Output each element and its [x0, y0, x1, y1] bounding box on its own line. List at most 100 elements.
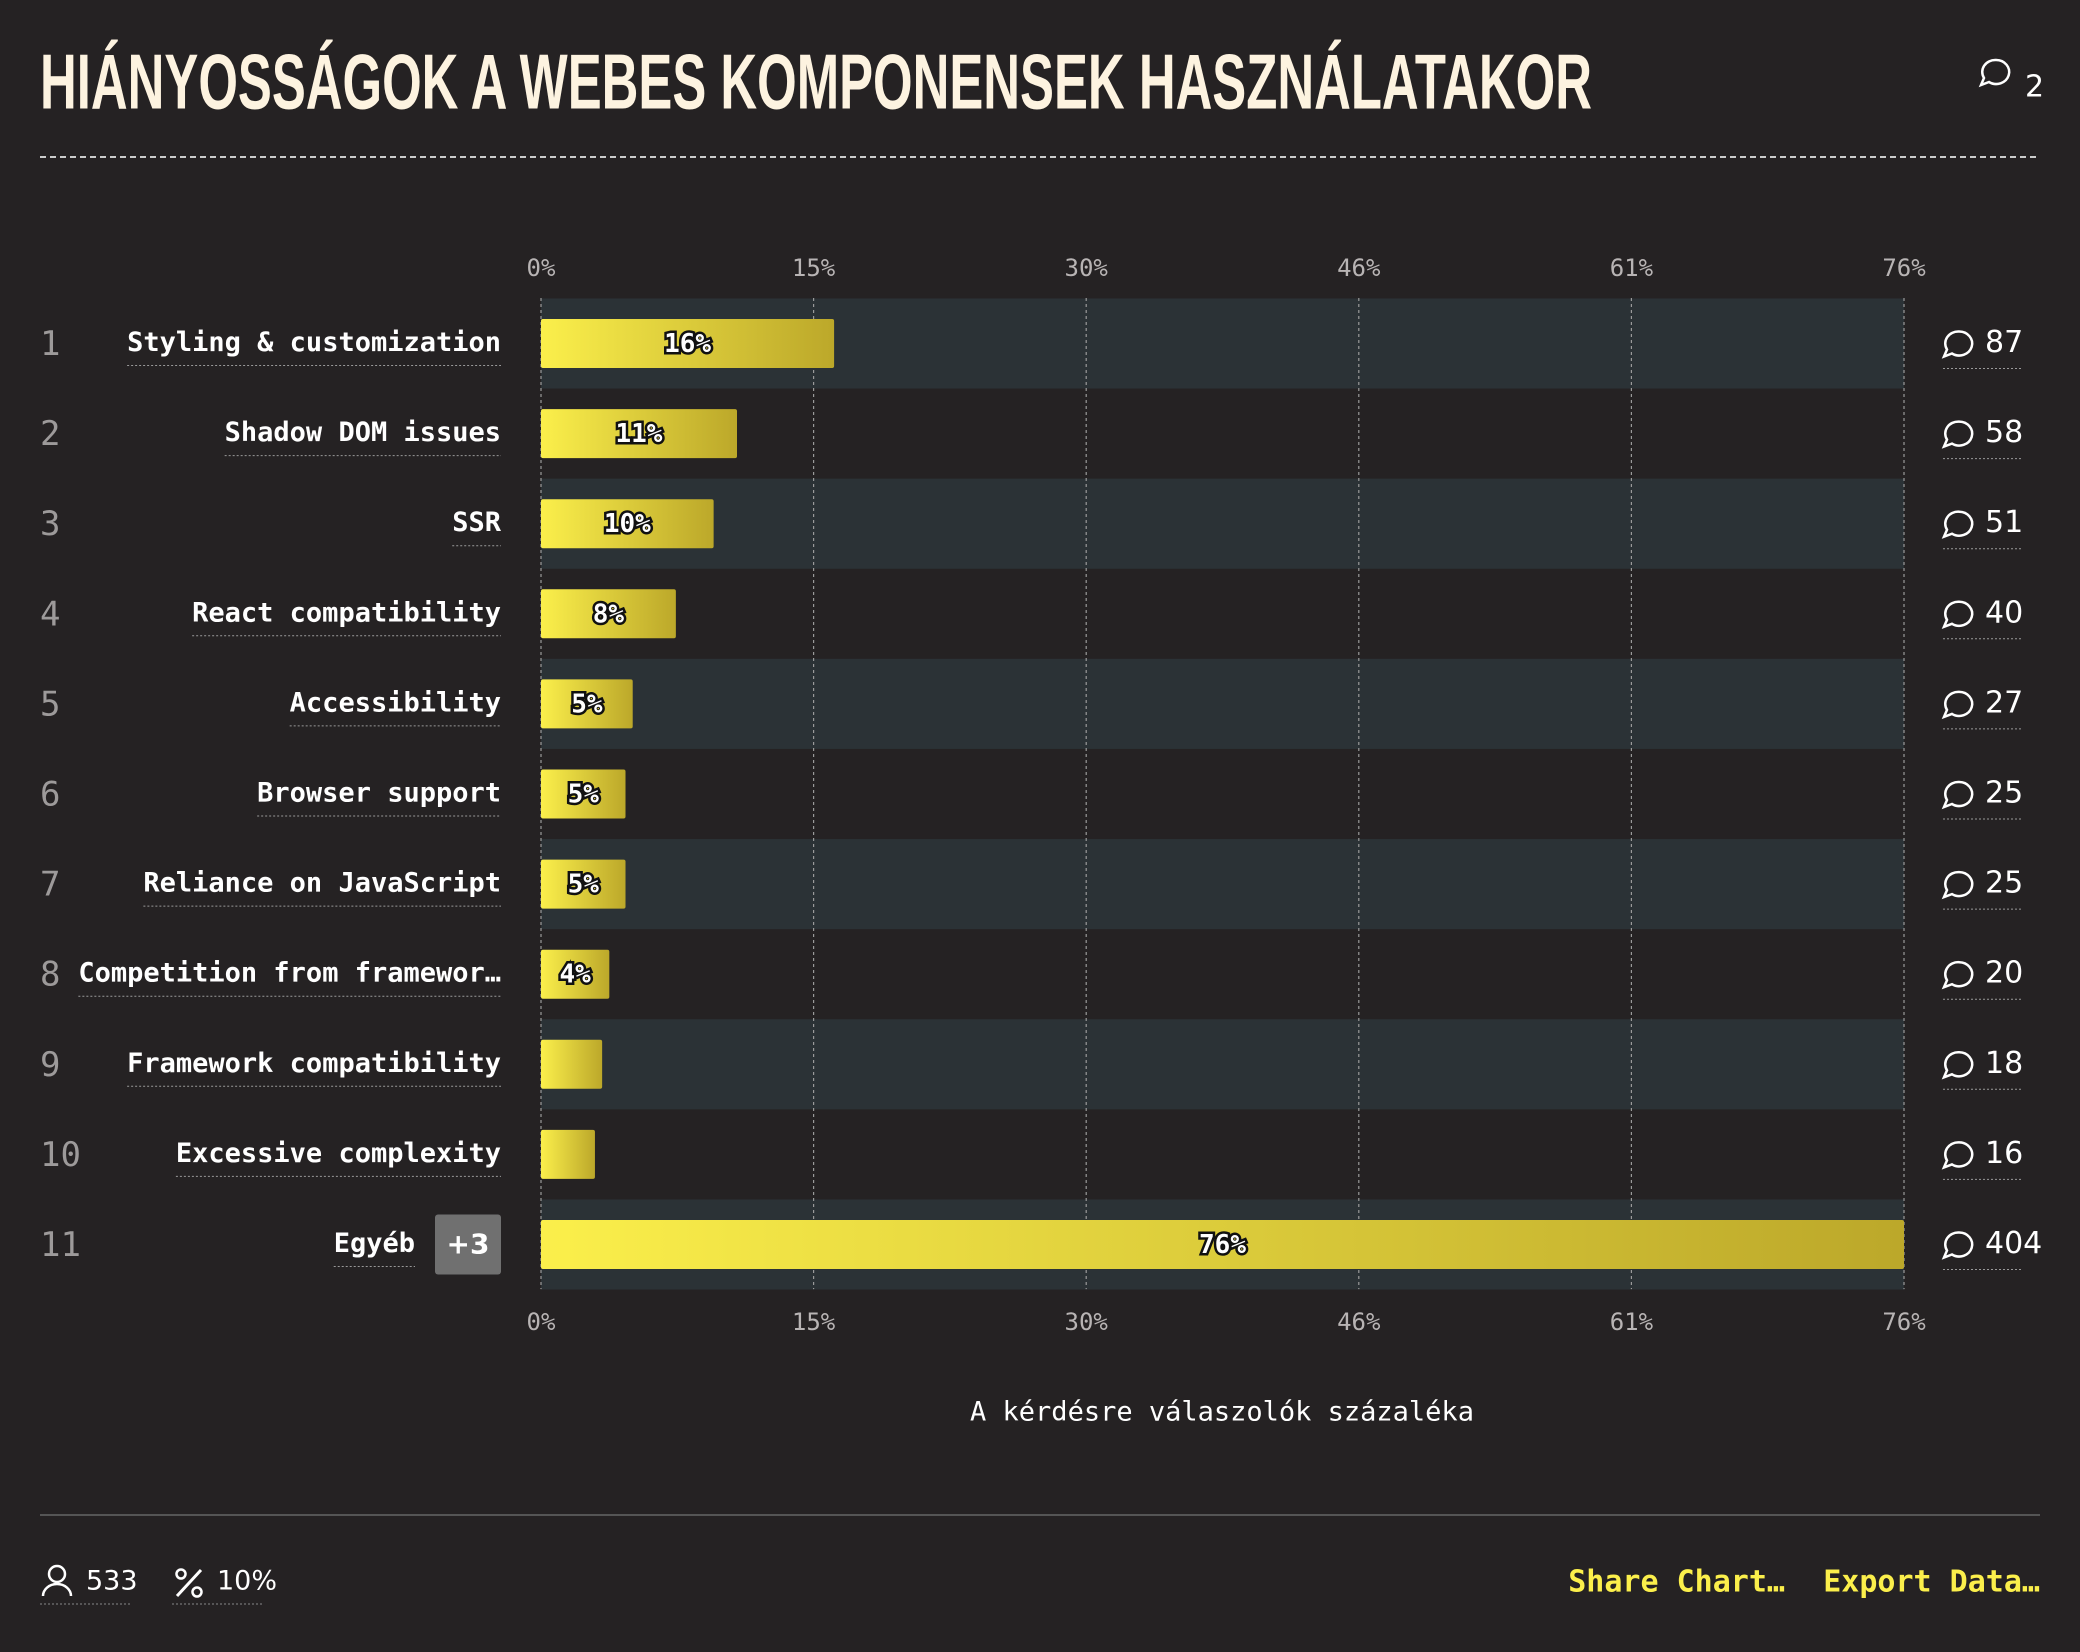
comment-icon: [1941, 420, 1974, 449]
user-icon: [41, 1564, 73, 1597]
category-label[interactable]: Reliance on JavaScript: [143, 868, 501, 899]
bar: [541, 589, 676, 639]
rank: 11: [40, 1225, 81, 1265]
category-label[interactable]: Browser support: [257, 778, 501, 809]
respondents: 533: [86, 1566, 138, 1597]
comment-bubble: [1941, 420, 1974, 449]
comment-count[interactable]: 51: [1985, 505, 2023, 540]
bar: [541, 859, 626, 909]
bar: [541, 1220, 1904, 1269]
value-label: 10%: [604, 509, 651, 539]
comment-count[interactable]: 27: [1985, 685, 2023, 720]
comment-count[interactable]: 20: [1985, 956, 2023, 991]
rank: 10: [40, 1135, 81, 1175]
x-tick-label: 30%: [1065, 1308, 1109, 1336]
comment-count[interactable]: 87: [1985, 325, 2023, 360]
comment-count[interactable]: 40: [1985, 595, 2023, 630]
comment-icon: [1941, 330, 1974, 359]
bar: [541, 499, 714, 549]
completion: 10%: [217, 1566, 277, 1597]
comment-bubble: [1941, 1141, 1974, 1170]
comment-count[interactable]: 18: [1985, 1046, 2023, 1081]
x-tick-label: 0%: [527, 1308, 556, 1336]
chart-title: HIÁNYOSSÁGOK A WEBES KOMPONENSEK HASZNÁL…: [40, 38, 1592, 126]
value-label: 76%: [1199, 1230, 1246, 1260]
row-band: [541, 658, 1904, 749]
bar: [541, 409, 737, 459]
comment-bubble: [1941, 1051, 1974, 1080]
comment-bubble: [1941, 510, 1974, 539]
category-label[interactable]: Competition from framewor…: [78, 958, 501, 989]
category-label[interactable]: React compatibility: [192, 597, 501, 628]
value-label: 4%: [560, 960, 592, 990]
row-band: [541, 1019, 1904, 1110]
value-label: 8%: [593, 599, 625, 629]
percent-icon: [175, 1568, 203, 1598]
comment-icon: [1941, 1051, 1974, 1080]
comment-icon: [1941, 780, 1974, 810]
bar: [541, 1039, 603, 1089]
rank: 4: [40, 594, 60, 634]
comment-icon: [1941, 600, 1974, 629]
category-label[interactable]: Excessive complexity: [176, 1138, 501, 1169]
comment-icon: [1978, 58, 2011, 88]
bar: [541, 679, 633, 729]
bar: [541, 319, 835, 368]
title-comments[interactable]: 2: [2025, 70, 2044, 105]
comment-icon: [1941, 870, 1974, 900]
category-label[interactable]: SSR: [452, 507, 502, 538]
comment-count[interactable]: 25: [1985, 866, 2023, 901]
share-button[interactable]: Share Chart…: [1568, 1565, 1785, 1600]
x-tick-label: 15%: [792, 1308, 836, 1336]
x-tick-label: 46%: [1337, 254, 1381, 282]
category-label[interactable]: Egyéb: [334, 1228, 415, 1259]
comment-count[interactable]: 58: [1985, 415, 2023, 450]
comment-icon: [1941, 690, 1974, 720]
rank: 6: [40, 775, 60, 815]
category-label[interactable]: Accessibility: [290, 687, 501, 718]
comment-bubble: [1941, 600, 1974, 629]
x-tick-label: 76%: [1882, 254, 1926, 282]
bar: [541, 1129, 595, 1179]
comment-count[interactable]: 25: [1985, 776, 2023, 811]
comment-count[interactable]: 404: [1985, 1226, 2042, 1261]
comment-bubble: [1941, 960, 1974, 990]
x-axis-label: A kérdésre válaszolók százaléka: [970, 1397, 1474, 1428]
row-band: [541, 478, 1904, 569]
category-label[interactable]: Framework compatibility: [127, 1048, 501, 1079]
rank: 3: [40, 504, 60, 544]
comment-bubble: [1941, 1231, 1974, 1260]
other-badge[interactable]: [435, 1214, 501, 1275]
other-badge-label[interactable]: +3: [447, 1228, 490, 1261]
rank: 1: [40, 324, 60, 364]
rank: 7: [40, 865, 60, 905]
x-tick-label: 61%: [1610, 254, 1654, 282]
comment-icon: [1941, 1231, 1974, 1260]
comment-count[interactable]: 16: [1985, 1136, 2023, 1171]
row-band: [541, 839, 1904, 930]
comment-bubble: [1941, 690, 1974, 720]
value-label: 5%: [571, 689, 603, 719]
category-label[interactable]: Shadow DOM issues: [225, 417, 501, 448]
export-button[interactable]: Export Data…: [1823, 1565, 2040, 1600]
comment-bubble: [1941, 780, 1974, 810]
comment-bubble: [1941, 330, 1974, 359]
value-label: 5%: [568, 870, 600, 900]
rank: 9: [40, 1045, 60, 1085]
x-tick-label: 46%: [1337, 1308, 1381, 1336]
value-label: 5%: [568, 780, 600, 810]
x-tick-label: 15%: [792, 254, 836, 282]
comment-icon: [1941, 1141, 1974, 1170]
x-tick-label: 76%: [1882, 1308, 1926, 1336]
x-tick-label: 0%: [527, 254, 556, 282]
value-label: 16%: [664, 329, 711, 359]
rank: 2: [40, 414, 60, 454]
rank: 8: [40, 955, 60, 995]
comment-icon: [1941, 510, 1974, 539]
x-tick-label: 30%: [1065, 254, 1109, 282]
rank: 5: [40, 684, 60, 724]
category-label[interactable]: Styling & customization: [127, 327, 501, 358]
bar: [541, 949, 610, 999]
